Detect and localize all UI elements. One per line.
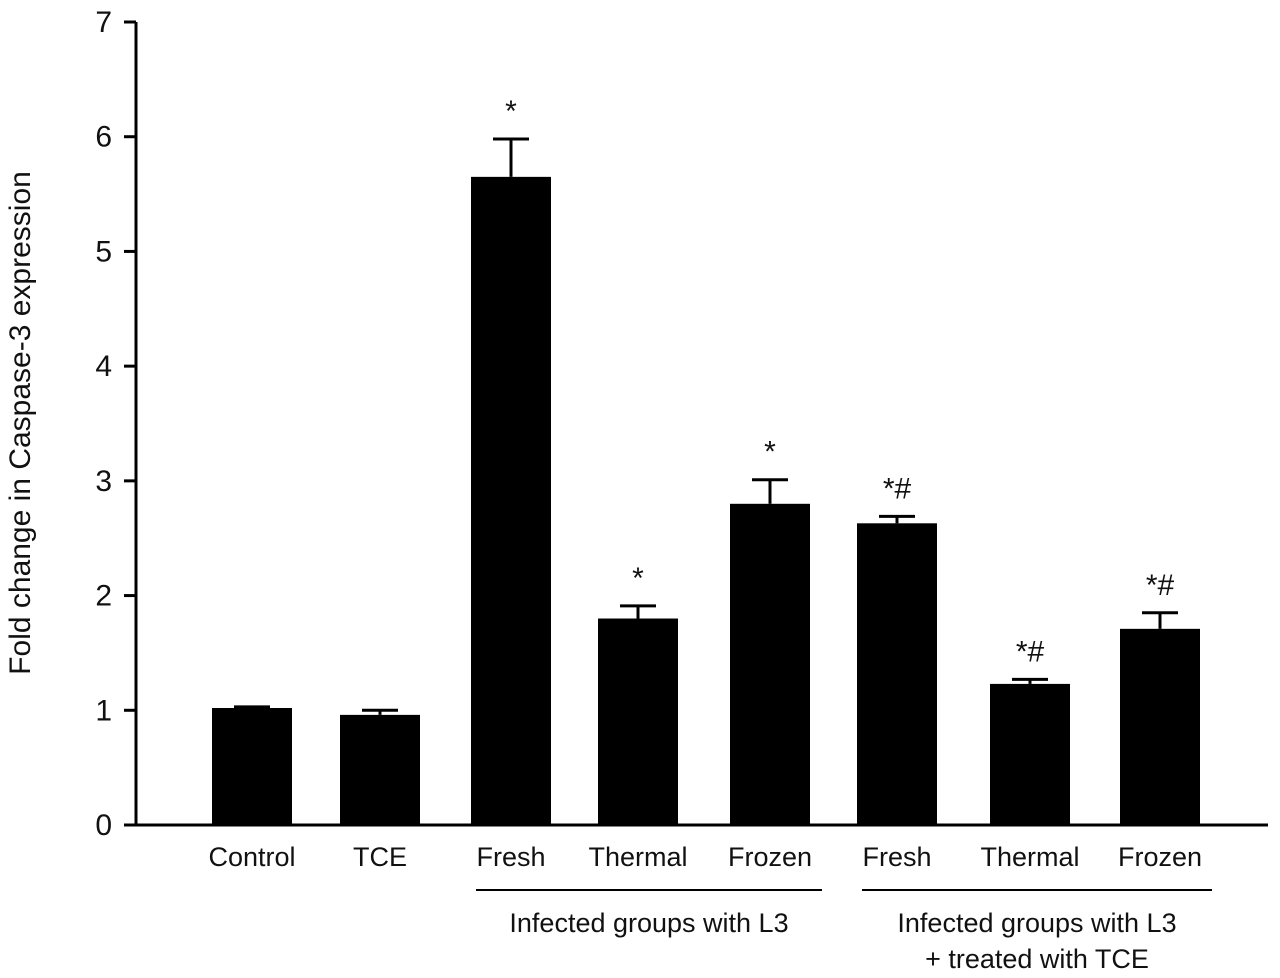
significance-mark: *# — [1146, 569, 1175, 602]
bars: * * * *# *# *# — [212, 95, 1200, 826]
group-label: + treated with TCE — [925, 944, 1149, 974]
bar-fresh — [857, 523, 937, 825]
y-tick-label: 5 — [95, 235, 112, 268]
category-label: Frozen — [728, 842, 812, 872]
bar-tce — [340, 714, 420, 825]
bar-thermal — [598, 618, 678, 825]
significance-mark: *# — [1016, 635, 1045, 668]
y-tick-label: 3 — [95, 465, 112, 498]
significance-mark: *# — [883, 472, 912, 505]
y-tick-label: 7 — [95, 6, 112, 39]
group-label: Infected groups with L3 — [509, 908, 788, 938]
category-labels: Control TCE Fresh Thermal Frozen Fresh Thermal… — [208, 842, 1202, 872]
y-tick-label: 4 — [95, 350, 112, 383]
category-label: TCE — [353, 842, 407, 872]
bar-thermal — [990, 683, 1070, 825]
category-label: Fresh — [862, 842, 931, 872]
y-axis-label: Fold change in Caspase-3 expression — [4, 171, 37, 675]
y-tick-label: 2 — [95, 580, 112, 613]
category-label: Fresh — [476, 842, 545, 872]
significance-mark: * — [764, 436, 776, 469]
y-ticks: 0 1 2 3 4 5 6 7 — [95, 6, 136, 842]
significance-mark: * — [505, 95, 517, 128]
bar-fresh — [471, 176, 551, 826]
category-label: Control — [208, 842, 295, 872]
category-label: Thermal — [980, 842, 1079, 872]
axes: 0 1 2 3 4 5 6 7 — [95, 6, 1268, 842]
group-brackets: Infected groups with L3 Infected groups w… — [476, 889, 1212, 974]
bar-control — [212, 707, 292, 825]
y-tick-label: 6 — [95, 121, 112, 154]
bar-frozen — [1120, 628, 1200, 825]
category-label: Frozen — [1118, 842, 1202, 872]
y-tick-label: 0 — [95, 809, 112, 842]
bar-frozen — [730, 503, 810, 825]
group-label: Infected groups with L3 — [897, 908, 1176, 938]
significance-mark: * — [632, 562, 644, 595]
category-label: Thermal — [588, 842, 687, 872]
y-tick-label: 1 — [95, 694, 112, 727]
